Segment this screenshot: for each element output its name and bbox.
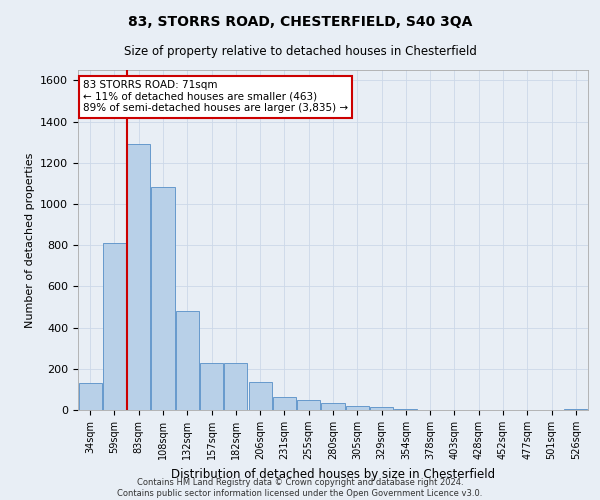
Bar [322, 403, 344, 410]
Text: 83 STORRS ROAD: 71sqm
← 11% of detached houses are smaller (463)
89% of semi-det: 83 STORRS ROAD: 71sqm ← 11% of detached … [83, 80, 348, 114]
Bar [176, 311, 199, 410]
X-axis label: Distribution of detached houses by size in Chesterfield: Distribution of detached houses by size … [171, 468, 495, 480]
Bar [127, 144, 150, 410]
Bar [224, 362, 247, 410]
Bar [297, 400, 320, 410]
Bar [79, 383, 101, 410]
Text: 83, STORRS ROAD, CHESTERFIELD, S40 3QA: 83, STORRS ROAD, CHESTERFIELD, S40 3QA [128, 15, 472, 29]
Bar [565, 409, 587, 410]
Bar [394, 409, 418, 410]
Bar [248, 382, 272, 410]
Text: Size of property relative to detached houses in Chesterfield: Size of property relative to detached ho… [124, 45, 476, 58]
Bar [151, 188, 175, 410]
Text: Contains HM Land Registry data © Crown copyright and database right 2024.
Contai: Contains HM Land Registry data © Crown c… [118, 478, 482, 498]
Bar [273, 396, 296, 410]
Bar [103, 243, 126, 410]
Bar [370, 407, 393, 410]
Bar [200, 362, 223, 410]
Y-axis label: Number of detached properties: Number of detached properties [25, 152, 35, 328]
Bar [346, 406, 369, 410]
